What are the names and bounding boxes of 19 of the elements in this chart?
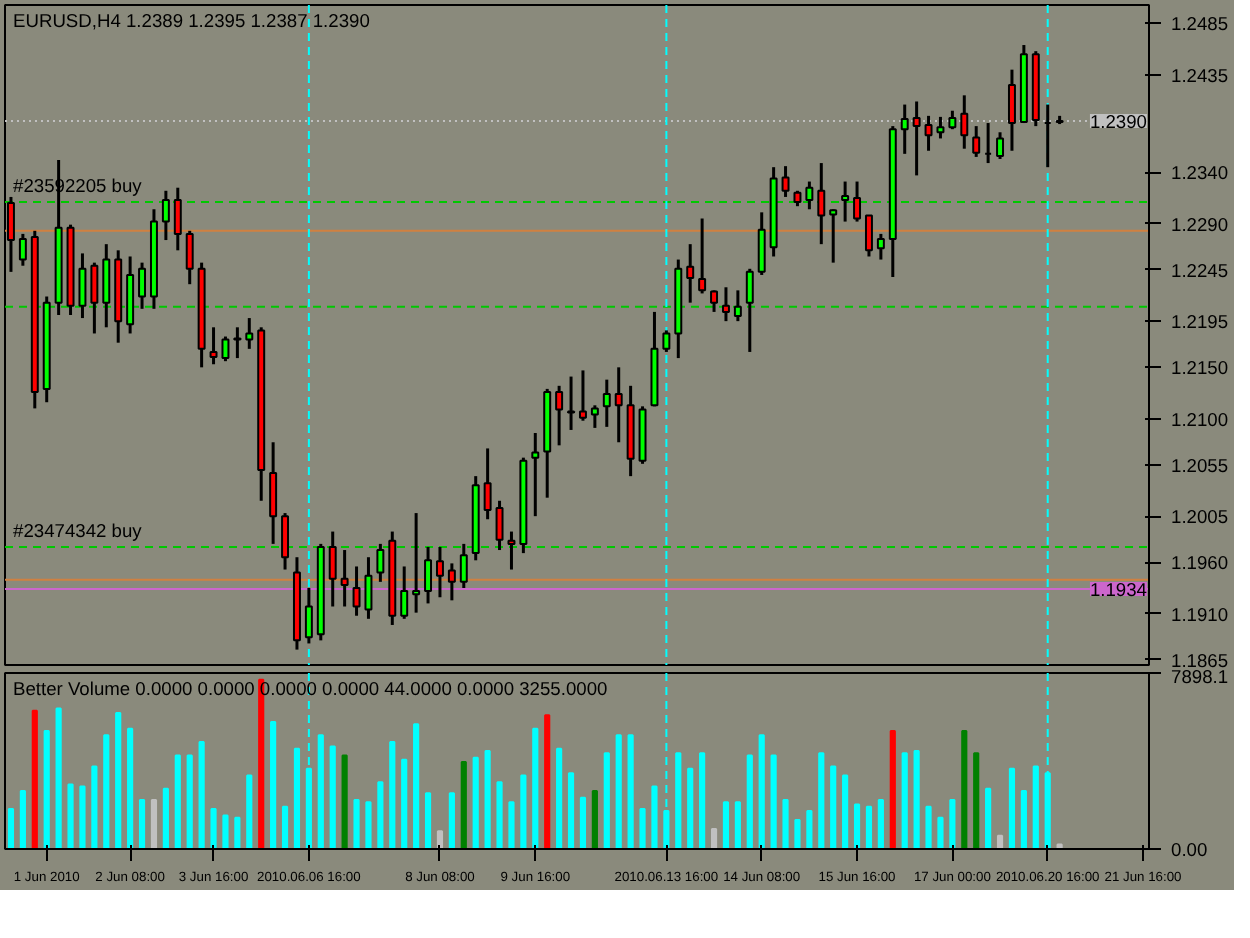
- y-tick-label: 1.2485: [1171, 14, 1229, 35]
- y-tick-label: 0.00: [1171, 840, 1208, 860]
- y-tick-label: 1.2005: [1171, 507, 1229, 528]
- y-tick-label: 1.2195: [1171, 312, 1229, 333]
- y-tick-label: 1.2100: [1171, 409, 1229, 430]
- chart-title: EURUSD,H4 1.2389 1.2395 1.2387 1.2390: [13, 11, 370, 31]
- y-tick-label: 7898.1: [1171, 667, 1229, 687]
- ref-line-label: 1.2390: [1089, 111, 1147, 132]
- y-tick-label: 1.2435: [1171, 65, 1229, 86]
- y-tick-label: 1.2340: [1171, 163, 1229, 184]
- y-tick-label: 1.2290: [1171, 214, 1229, 235]
- y-tick-label: 1.2055: [1171, 455, 1229, 476]
- y-tick-label: 1.1960: [1171, 553, 1229, 574]
- ref-line-label: 1.1934: [1089, 580, 1147, 601]
- y-tick-label: 1.2245: [1171, 260, 1229, 281]
- ref-line-label: #23474342 buy: [13, 520, 143, 541]
- y-tick-label: 1.2150: [1171, 358, 1229, 379]
- y-tick-label: 1.1865: [1171, 650, 1229, 671]
- y-tick-label: 1.1910: [1171, 604, 1229, 625]
